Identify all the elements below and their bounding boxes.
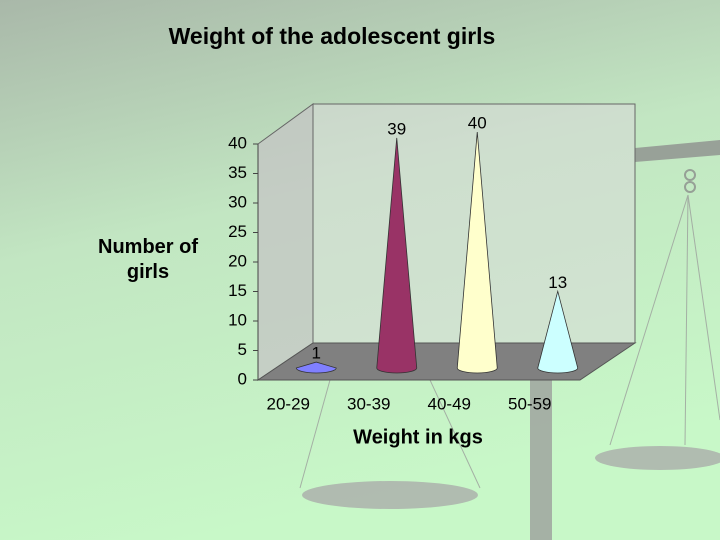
x-tick-label: 50-59 bbox=[508, 394, 551, 413]
cone bbox=[295, 361, 337, 374]
x-tick-label: 20-29 bbox=[267, 394, 310, 413]
y-tick-label: 15 bbox=[228, 281, 247, 300]
x-tick-label: 40-49 bbox=[428, 394, 471, 413]
value-label: 13 bbox=[548, 273, 567, 292]
y-tick-label: 25 bbox=[228, 222, 247, 241]
y-tick-label: 35 bbox=[228, 163, 247, 182]
cone bbox=[376, 137, 418, 374]
cone bbox=[537, 289, 579, 374]
scale-illustration bbox=[299, 140, 720, 540]
value-label: 1 bbox=[312, 344, 321, 363]
y-tick-label: 20 bbox=[228, 251, 247, 270]
x-axis-label: Weight in kgs bbox=[353, 426, 483, 448]
side-wall bbox=[257, 103, 314, 381]
y-tick-label: 30 bbox=[228, 192, 247, 211]
value-label: 39 bbox=[387, 119, 406, 138]
x-tick-label: 30-39 bbox=[347, 394, 390, 413]
y-axis-label-box: Number of girls bbox=[98, 236, 198, 283]
y-tick-label: 40 bbox=[228, 133, 247, 152]
y-axis-label: Number of girls bbox=[98, 236, 198, 283]
y-tick-label: 0 bbox=[238, 369, 247, 388]
cone bbox=[456, 131, 498, 374]
chart-title: Weight of the adolescent girls bbox=[169, 23, 496, 49]
y-tick-label: 5 bbox=[238, 340, 247, 359]
value-label: 40 bbox=[468, 113, 487, 132]
y-tick-label: 10 bbox=[228, 310, 247, 329]
